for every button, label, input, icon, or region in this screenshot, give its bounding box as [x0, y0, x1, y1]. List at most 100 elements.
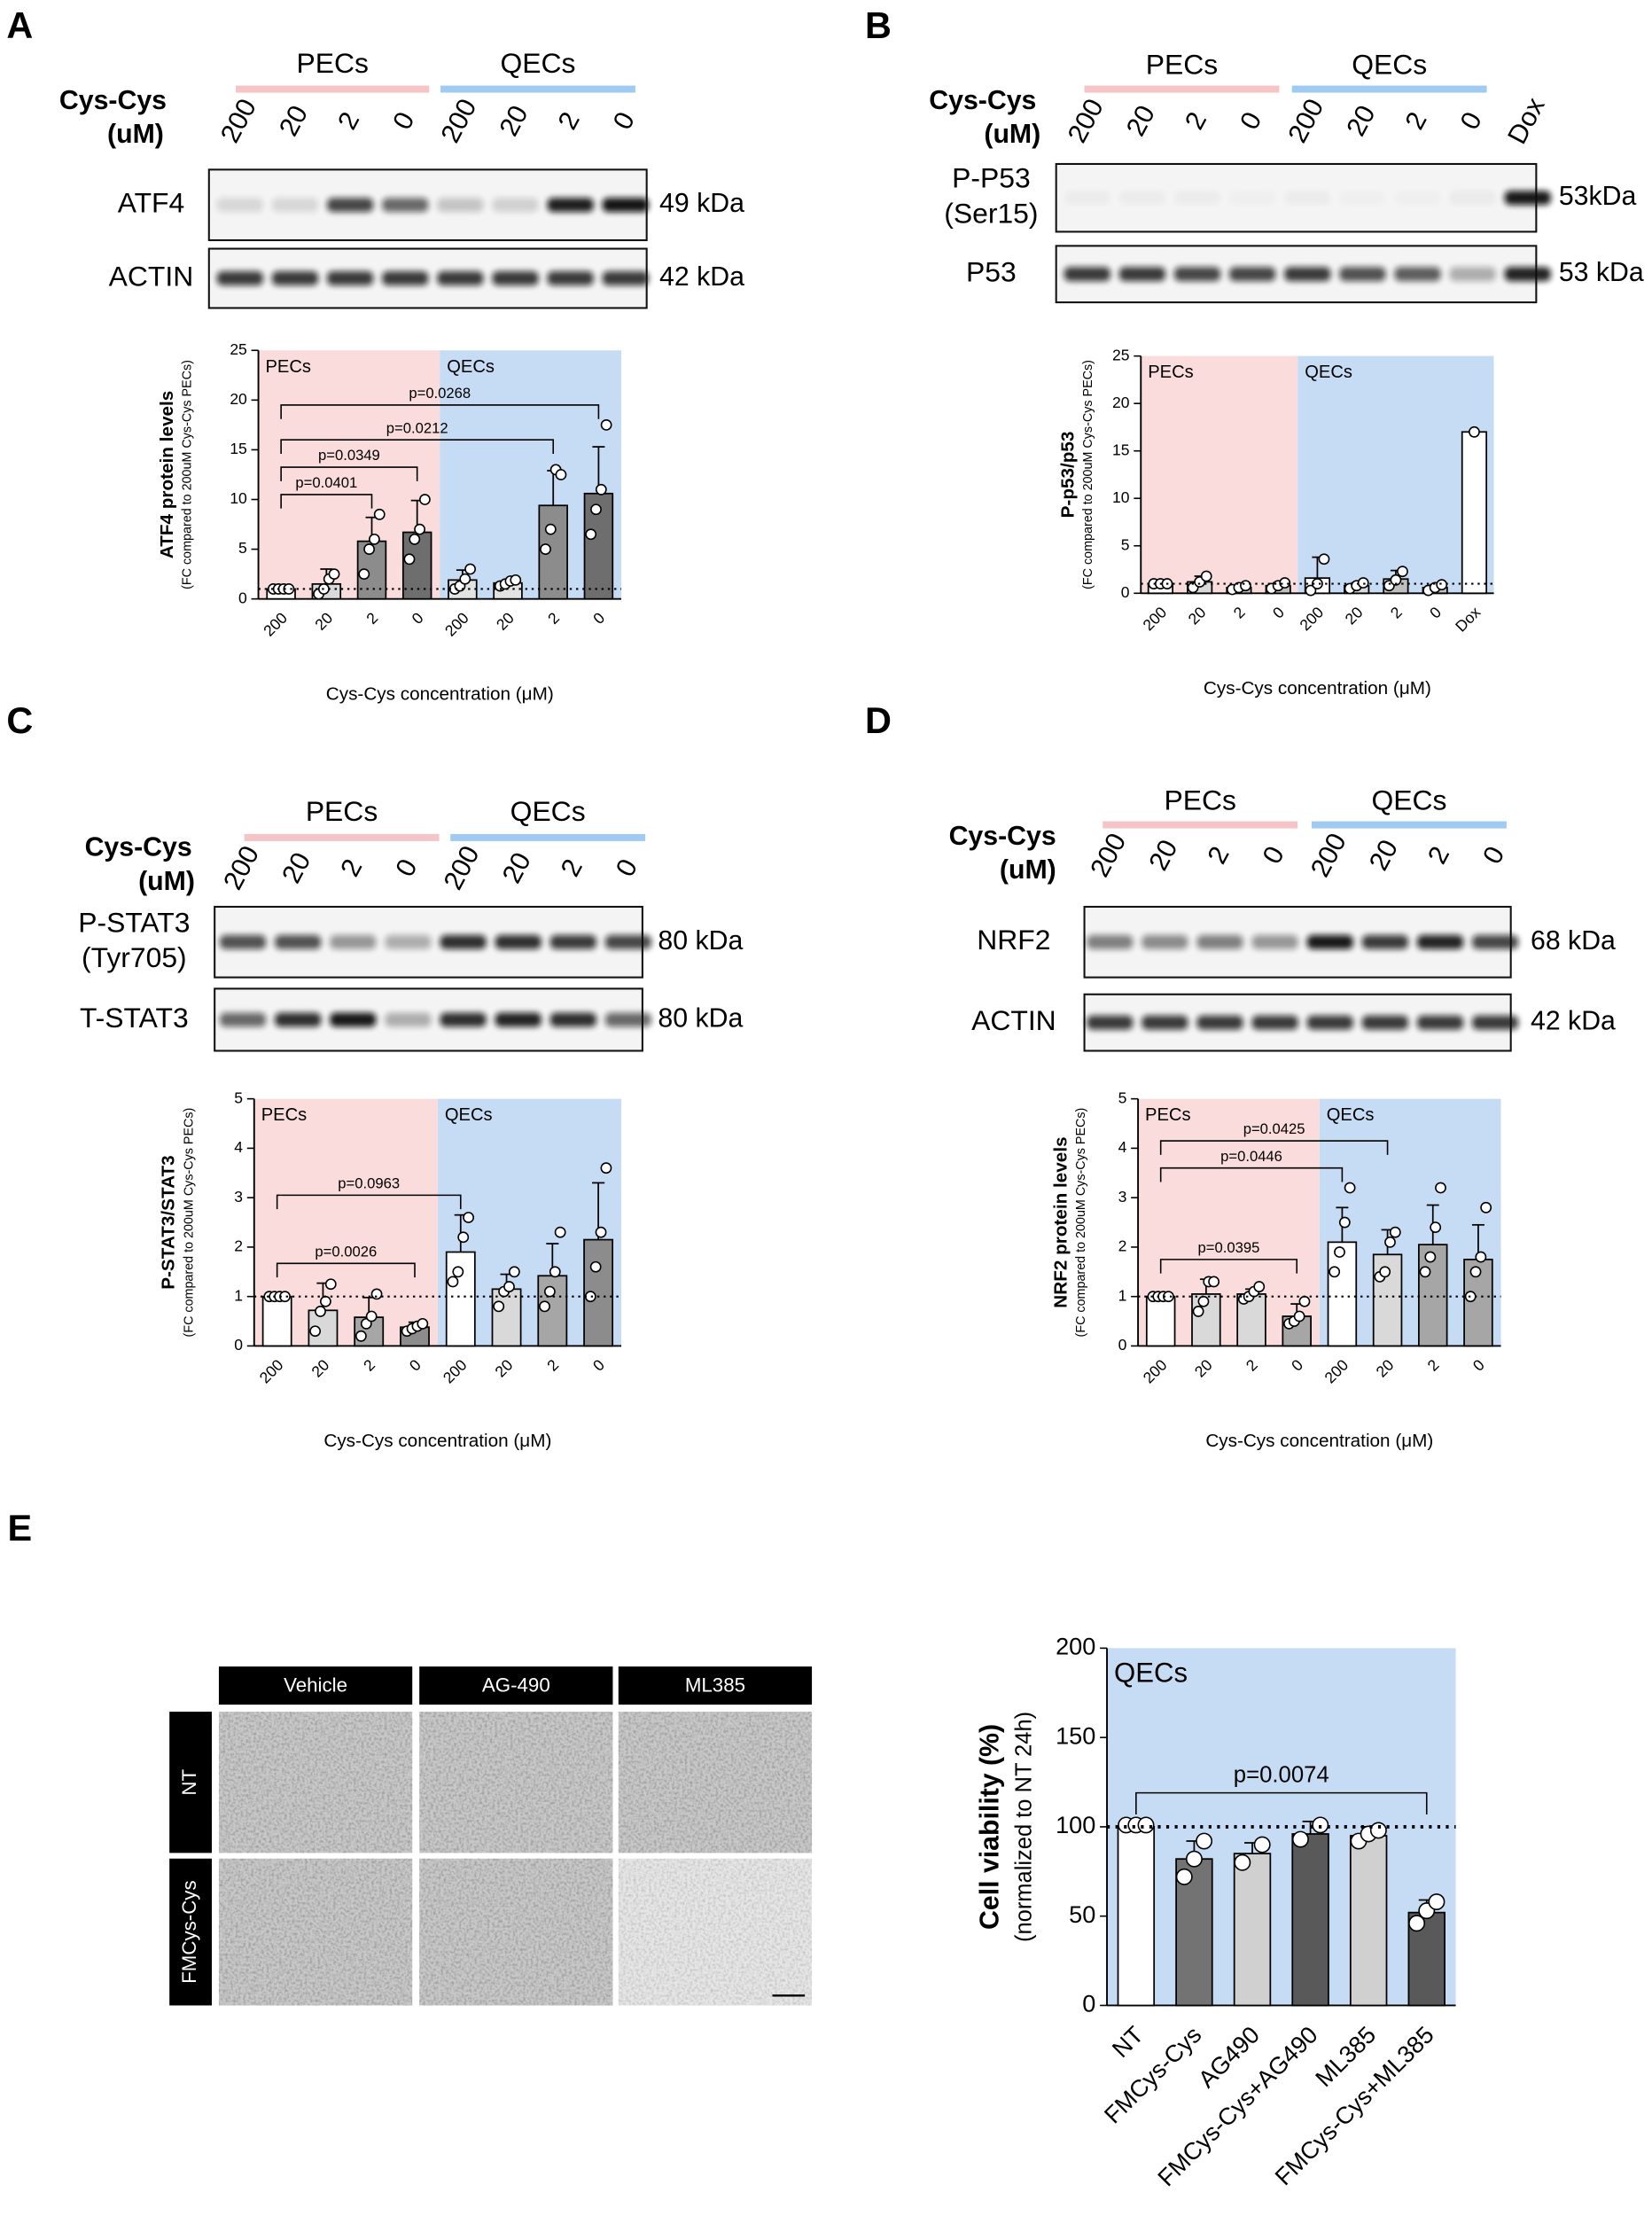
x-tick-label: Dox: [1452, 603, 1484, 635]
data-point: [1436, 579, 1448, 591]
x-tick-label: 0: [589, 609, 608, 628]
blot-band: [385, 934, 432, 949]
data-point: [1390, 574, 1402, 586]
p-value: p=0.0395: [1198, 1239, 1260, 1256]
protein-label: (Ser15): [944, 198, 1038, 230]
x-tick-label: 200: [256, 1356, 287, 1387]
x-tick-label: NT: [1106, 2021, 1148, 2063]
row-header: [169, 1712, 212, 1853]
lane-label: 2: [553, 107, 586, 134]
bar: [1191, 1293, 1221, 1347]
data-point: [370, 1288, 383, 1300]
blot-band: [330, 934, 377, 949]
data-point: [1469, 425, 1480, 438]
data-point: [309, 1325, 322, 1338]
region: [1297, 355, 1494, 594]
size-label: 80 kDa: [658, 926, 743, 956]
size-label: 53 kDa: [1559, 258, 1644, 287]
p-value: p=0.0401: [295, 474, 357, 491]
row-label: FMCys-Cys: [178, 1880, 200, 1983]
y-tick-label: 2: [1118, 1237, 1127, 1255]
y-tick-label: 0: [1118, 1336, 1127, 1354]
data-point: [369, 533, 380, 545]
data-point: [457, 1231, 470, 1244]
group-bar: [1312, 821, 1507, 829]
size-label: 53kDa: [1559, 182, 1637, 211]
bar: [261, 1295, 292, 1347]
column-header: [218, 1666, 413, 1705]
lane-label: 2: [332, 107, 365, 134]
lane-label: 2: [1400, 107, 1433, 134]
lane-label: 200: [1283, 94, 1330, 147]
blot-band: [1064, 267, 1110, 282]
data-point: [1253, 1281, 1266, 1292]
y-tick-label: 0: [234, 1336, 243, 1354]
y-tick-label: 1: [234, 1286, 243, 1304]
comparison-bracket: [280, 404, 600, 419]
x-tick-label: 2: [544, 609, 563, 628]
panel-letter: D: [865, 700, 892, 741]
y-tick-label: 10: [1112, 488, 1130, 506]
lane-label: 200: [439, 841, 486, 894]
blot-band: [1118, 267, 1165, 282]
data-point: [417, 1317, 429, 1330]
data-point: [1291, 1830, 1309, 1848]
x-tick-label: 0: [406, 1356, 425, 1375]
protein-label: P-P53: [952, 162, 1031, 194]
data-point: [414, 523, 425, 535]
bar: [1175, 1858, 1213, 2007]
size-label: 68 kDa: [1531, 926, 1616, 956]
data-point: [1430, 1221, 1442, 1234]
blot-band: [492, 198, 539, 213]
y-tick-label: 100: [1056, 1811, 1095, 1838]
data-point: [355, 1330, 367, 1342]
data-point: [459, 573, 471, 585]
region-label: PECs: [266, 357, 311, 377]
data-point: [1298, 1295, 1311, 1307]
region-label: QECs: [1327, 1105, 1375, 1125]
lane-label: 2: [556, 854, 588, 881]
x-tick-label: 0: [1269, 603, 1288, 621]
lane-label: 20: [277, 848, 316, 888]
y-tick-label: 5: [238, 539, 247, 557]
data-point: [319, 1295, 331, 1307]
lane-label: 0: [1258, 842, 1290, 869]
data-point: [1428, 1893, 1446, 1911]
x-tick-label: 2: [1230, 604, 1249, 622]
blot-band: [549, 934, 596, 949]
blot-band: [604, 934, 652, 949]
blot-band: [549, 1012, 596, 1027]
data-point: [1305, 584, 1317, 597]
blot-band: [1174, 191, 1220, 205]
comparison-bracket: [280, 494, 373, 509]
data-point: [1293, 1310, 1305, 1323]
data-point: [1253, 1836, 1271, 1853]
data-point: [510, 574, 522, 586]
blot-band: [1449, 191, 1496, 206]
x-tick-label: 20: [492, 1356, 517, 1381]
lane-label: 200: [1305, 829, 1352, 882]
protein-label: P-STAT3: [78, 906, 190, 938]
blot-band: [1119, 191, 1165, 205]
bar: [445, 1251, 476, 1347]
blot-band: [1416, 934, 1464, 949]
bar: [1145, 1295, 1176, 1347]
blot-band: [219, 934, 267, 949]
x-tick-label: 20: [1373, 1356, 1398, 1381]
blot-band: [495, 934, 542, 949]
data-point: [539, 1300, 550, 1313]
y-tick-label: 4: [234, 1138, 243, 1156]
blot-band: [1472, 934, 1519, 949]
panel-letter: B: [865, 5, 892, 46]
blot-band: [219, 1012, 267, 1027]
blot-band: [1196, 934, 1243, 949]
x-tick-label: 200: [440, 1356, 471, 1387]
group-label: QECs: [1371, 784, 1446, 816]
comparison-bracket: [1159, 1167, 1344, 1182]
region-label: PECs: [261, 1105, 307, 1125]
column-label: AG-490: [482, 1674, 550, 1696]
size-label: 49 kDa: [659, 189, 744, 218]
lane-label: Dox: [1502, 93, 1550, 149]
data-point: [447, 1276, 459, 1288]
blot-band: [1173, 267, 1221, 282]
